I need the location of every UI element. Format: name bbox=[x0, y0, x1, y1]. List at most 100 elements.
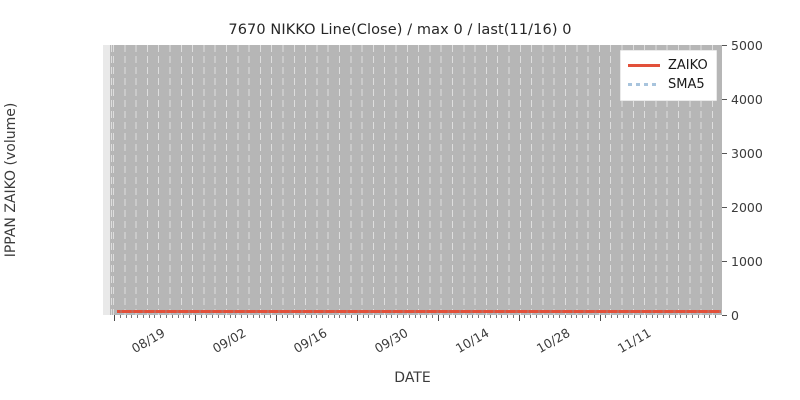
x-axis-minor-tick bbox=[258, 315, 260, 318]
x-axis-minor-tick bbox=[460, 315, 462, 318]
x-axis-minor-tick bbox=[489, 315, 491, 318]
x-axis-minor-tick bbox=[692, 315, 694, 318]
x-axis-major-tick bbox=[194, 315, 196, 321]
x-axis-minor-tick bbox=[501, 315, 503, 318]
y-axis-tick: 4000 bbox=[722, 91, 763, 107]
x-axis-minor-tick bbox=[651, 315, 653, 318]
x-axis-minor-tick bbox=[177, 315, 179, 318]
x-axis-minor-tick bbox=[455, 315, 457, 318]
x-axis-major-tick bbox=[437, 315, 439, 321]
x-axis-minor-tick bbox=[264, 315, 266, 318]
x-axis-minor-tick bbox=[246, 315, 248, 318]
y-axis-tickmark bbox=[722, 152, 727, 154]
x-axis-minor-tick bbox=[507, 315, 509, 318]
y-axis-tick-label: 2000 bbox=[731, 199, 763, 215]
x-axis-minor-tick bbox=[426, 315, 428, 318]
y-axis-tick-label: 4000 bbox=[731, 91, 763, 107]
y-axis-tick: 3000 bbox=[722, 146, 763, 161]
x-axis-minor-tick bbox=[483, 315, 485, 318]
x-axis-minor-tick bbox=[634, 315, 636, 318]
x-axis-minor-tick bbox=[339, 315, 341, 318]
x-axis-minor-tick bbox=[171, 315, 173, 318]
x-axis-minor-tick bbox=[576, 315, 578, 318]
x-axis-major-tick bbox=[275, 315, 277, 321]
x-axis-minor-tick bbox=[235, 315, 237, 318]
y-axis-tick: 2000 bbox=[722, 199, 763, 215]
x-axis-minor-tick bbox=[559, 315, 561, 318]
y-axis-tick: 0 bbox=[722, 308, 739, 323]
x-axis-minor-tick bbox=[200, 315, 202, 318]
y-axis-tick: 1000 bbox=[722, 253, 763, 269]
x-axis-minor-tick bbox=[281, 315, 283, 318]
solid-line-swatch-icon bbox=[628, 61, 660, 70]
x-axis-tick-label: 09/16 bbox=[290, 325, 330, 357]
x-axis-major-tick bbox=[114, 315, 115, 321]
x-axis-minor-tick bbox=[553, 315, 555, 318]
x-axis-minor-tick bbox=[628, 315, 630, 318]
y-axis-tickmark bbox=[722, 314, 727, 316]
x-axis-minor-tick bbox=[345, 315, 347, 318]
x-axis-tick-label: 09/30 bbox=[371, 325, 411, 357]
x-axis-major-tick bbox=[356, 315, 358, 321]
x-axis-major-tick bbox=[599, 315, 601, 321]
x-axis-minor-tick bbox=[408, 315, 410, 318]
x-axis-tick-label: 10/14 bbox=[452, 325, 492, 357]
x-axis-tick-label: 08/19 bbox=[128, 325, 168, 357]
x-axis-minor-tick bbox=[327, 315, 329, 318]
y-axis-tickmark bbox=[722, 260, 727, 262]
x-axis-minor-tick bbox=[611, 315, 613, 318]
series-line-sma5 bbox=[117, 313, 721, 314]
x-axis-minor-tick bbox=[223, 315, 225, 318]
legend-item-sma5[interactable]: SMA5 bbox=[628, 75, 710, 94]
y-axis-tick-label: 1000 bbox=[731, 253, 763, 269]
y-axis-tickmark bbox=[722, 206, 727, 208]
x-axis-minor-tick bbox=[478, 315, 480, 318]
x-axis-minor-tick bbox=[379, 315, 381, 318]
x-axis-minor-tick bbox=[524, 315, 526, 318]
legend-label-sma5: SMA5 bbox=[668, 77, 705, 92]
chart-legend[interactable]: ZAIKO SMA5 bbox=[620, 50, 717, 101]
x-axis-minor-tick bbox=[142, 315, 144, 318]
x-axis-minor-tick bbox=[293, 315, 295, 318]
y-axis-tickmark bbox=[722, 98, 727, 100]
x-axis-minor-tick bbox=[397, 315, 399, 318]
legend-item-zaiko[interactable]: ZAIKO bbox=[628, 56, 710, 75]
x-axis-minor-tick bbox=[472, 315, 474, 318]
x-axis-minor-tick bbox=[322, 315, 324, 318]
x-axis-title: DATE bbox=[394, 370, 431, 386]
x-axis-minor-tick bbox=[270, 315, 272, 318]
x-axis-minor-tick bbox=[316, 315, 318, 318]
x-axis-minor-tick bbox=[160, 315, 162, 318]
x-axis-minor-tick bbox=[645, 315, 647, 318]
x-axis-minor-tick bbox=[512, 315, 514, 318]
x-axis-minor-tick bbox=[304, 315, 306, 318]
dotted-line-swatch-icon bbox=[628, 80, 660, 89]
x-axis-minor-tick bbox=[535, 315, 537, 318]
x-axis-minor-tick bbox=[166, 315, 168, 318]
x-axis-minor-tick bbox=[391, 315, 393, 318]
x-axis-minor-tick bbox=[137, 315, 139, 318]
x-axis-minor-tick bbox=[582, 315, 584, 318]
x-axis-tick-label: 11/11 bbox=[614, 325, 654, 357]
x-axis-minor-tick bbox=[414, 315, 416, 318]
y-axis-tick: 5000 bbox=[722, 37, 763, 53]
x-axis-minor-tick bbox=[125, 315, 127, 318]
chart-title: 7670 NIKKO Line(Close) / max 0 / last(11… bbox=[228, 22, 572, 38]
x-axis-minor-tick bbox=[703, 315, 705, 318]
y-axis-title-text: IPPAN ZAIKO (volume) bbox=[3, 102, 19, 258]
x-axis-minor-tick bbox=[385, 315, 387, 318]
x-axis-minor-tick bbox=[298, 315, 300, 318]
x-axis-minor-tick bbox=[252, 315, 254, 318]
x-axis-minor-tick bbox=[709, 315, 711, 318]
x-axis-minor-tick bbox=[686, 315, 688, 318]
x-axis-minor-tick bbox=[119, 315, 121, 318]
y-axis-tick-label: 5000 bbox=[731, 37, 763, 53]
x-axis-minor-tick bbox=[148, 315, 150, 318]
x-axis-minor-tick bbox=[374, 315, 376, 318]
x-axis-minor-tick bbox=[657, 315, 659, 318]
x-axis-minor-tick bbox=[368, 315, 370, 318]
x-axis-minor-tick bbox=[241, 315, 243, 318]
series-line-zaiko bbox=[117, 310, 721, 313]
x-axis-minor-tick bbox=[212, 315, 214, 318]
